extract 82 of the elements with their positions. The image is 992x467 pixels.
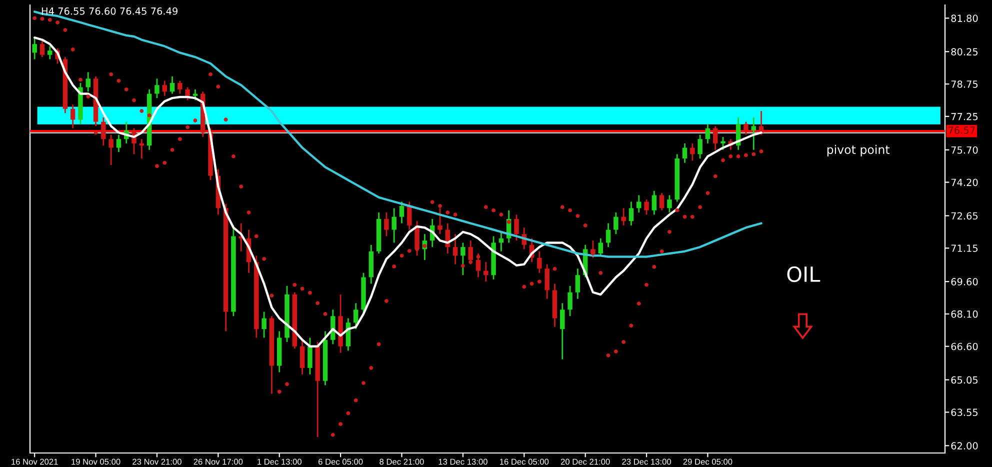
candlestick: [560, 302, 565, 360]
x-tick-label: 6 Dec 05:00: [318, 458, 363, 465]
candlestick: [575, 268, 580, 300]
candlestick: [162, 80, 167, 97]
candlestick: [353, 302, 358, 330]
candlestick: [300, 339, 305, 376]
candlestick: [682, 142, 688, 164]
y-tick-label: 71.15: [951, 244, 978, 252]
chart-title: H4 76.55 76.60 76.45 76.49: [42, 7, 178, 15]
candlestick: [185, 86, 190, 101]
candlestick: [154, 78, 160, 99]
candlestick: [621, 207, 626, 226]
candlestick: [170, 76, 175, 94]
x-tick-label: 16 Nov 2021: [12, 458, 58, 465]
candlestick: [86, 71, 91, 92]
candlestick: [537, 250, 542, 274]
candlestick: [178, 80, 182, 94]
candlestick: [452, 233, 458, 265]
candlestick: [652, 190, 657, 216]
candlestick: [544, 264, 550, 300]
candlestick: [698, 134, 702, 160]
x-tick-label: 13 Dec 13:00: [438, 458, 488, 465]
candlestick: [476, 252, 481, 278]
candlestick: [606, 222, 611, 248]
y-tick-label: 65.05: [951, 376, 978, 384]
candlestick: [108, 134, 114, 166]
candlestick: [705, 123, 710, 144]
y-tick-label: 66.60: [951, 342, 978, 350]
candlestick: [744, 121, 748, 136]
candlestick: [659, 192, 664, 212]
candlestick: [384, 212, 389, 237]
candlestick: [720, 136, 726, 151]
y-tick-label: 77.25: [951, 112, 978, 120]
candlestick: [101, 116, 106, 146]
x-tick-label: 16 Dec 05:00: [500, 458, 549, 465]
text: OIL: [787, 266, 820, 282]
candlestick: [48, 46, 52, 60]
y-tick-label: 75.70: [951, 146, 978, 154]
y-tick-label: 63.55: [951, 408, 978, 416]
y-tick-label: 80.25: [951, 48, 978, 56]
x-tick-label: 26 Nov 17:00: [194, 458, 243, 465]
text: pivot point: [827, 144, 890, 156]
candlestick: [598, 238, 604, 256]
candlestick: [330, 308, 336, 345]
candlestick: [713, 125, 718, 151]
candlestick: [262, 311, 266, 338]
x-tick-label: 19 Nov 05:00: [72, 458, 120, 465]
candlestick: [116, 134, 122, 153]
y-tick-label: 72.65: [951, 212, 978, 220]
candlestick: [468, 240, 473, 265]
y-tick-label: 68.10: [951, 310, 978, 318]
candlestick: [614, 212, 618, 235]
candlestick: [40, 39, 45, 58]
candlestick: [70, 104, 76, 129]
candlestick: [667, 194, 672, 214]
x-tick-label: 29 Dec 05:00: [683, 458, 732, 465]
candlestick: [484, 261, 488, 282]
y-tick-label: 62.00: [951, 442, 978, 450]
candlestick: [628, 200, 634, 226]
candlestick: [751, 116, 756, 151]
candlestick: [514, 214, 519, 242]
candlestick: [460, 242, 466, 276]
y-tick-label: 74.20: [951, 178, 978, 186]
candlestick: [392, 207, 396, 244]
candlestick: [32, 36, 37, 60]
candlestick: [192, 88, 198, 101]
candlestick: [690, 142, 695, 162]
candlestick: [399, 200, 404, 224]
x-tick-label: 23 Dec 13:00: [622, 458, 671, 465]
x-tick-label: 20 Dec 21:00: [560, 458, 610, 465]
ref-line-label: 76.57: [948, 126, 975, 134]
candlestick: [568, 285, 572, 317]
y-tick-label: 69.60: [951, 278, 978, 286]
x-tick-label: 23 Nov 21:00: [132, 458, 182, 465]
candlestick: [644, 198, 649, 216]
candlestick: [308, 337, 312, 376]
x-tick-label: 8 Dec 21:00: [380, 458, 424, 465]
candlestick: [636, 194, 642, 214]
y-tick-label: 81.80: [951, 14, 978, 22]
y-tick-label: 78.75: [951, 80, 978, 88]
x-tick-label: 1 Dec 13:00: [258, 458, 302, 465]
candlestick: [407, 200, 412, 230]
